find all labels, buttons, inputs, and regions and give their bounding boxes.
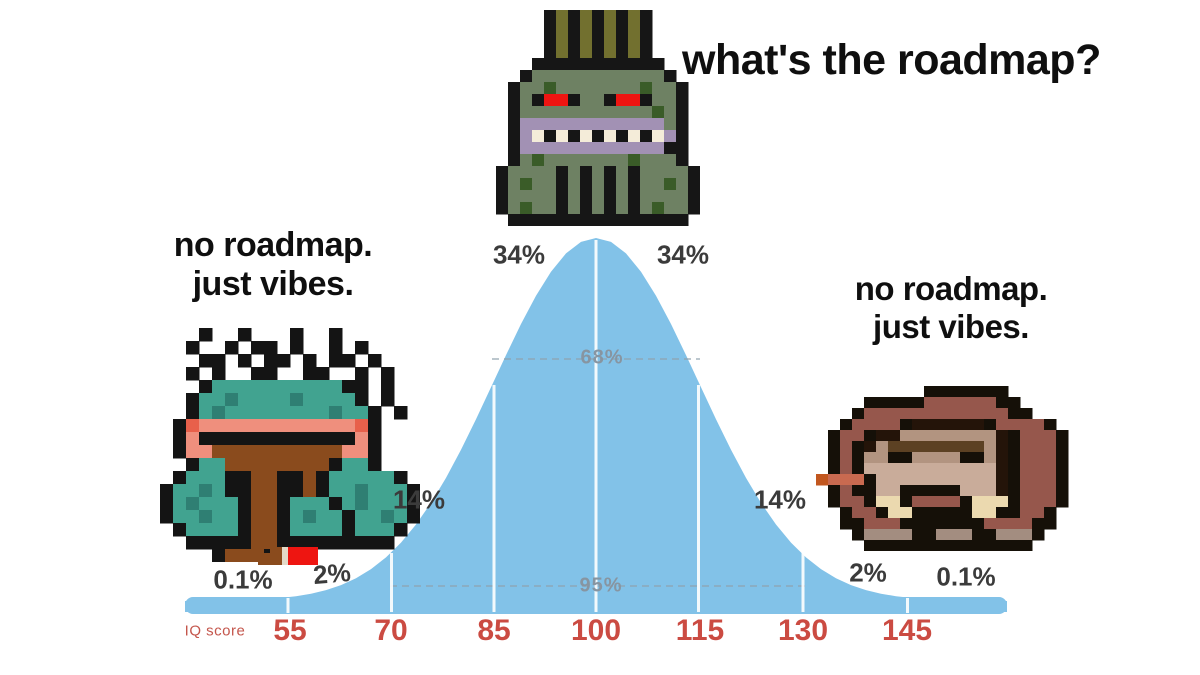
percent-label-2-left: 2% xyxy=(311,556,352,591)
caption-low-line1: no roadmap. xyxy=(173,226,373,264)
caption-high-line2: just vibes. xyxy=(873,308,1029,346)
caption-low-line2: just vibes. xyxy=(192,265,354,304)
percent-label-34-left: 34% xyxy=(492,239,546,270)
cigarette-image xyxy=(258,547,318,565)
percent-label-01-left: 0.1% xyxy=(213,564,273,595)
vibes-frog-image xyxy=(160,328,420,562)
axis-tick-130: 130 xyxy=(777,614,829,647)
caption-high-iq: no roadmap. just vibes. xyxy=(826,270,1076,347)
interval-label-68: 68% xyxy=(580,346,624,369)
percent-label-2-right: 2% xyxy=(849,557,887,588)
percent-label-14-right: 14% xyxy=(753,484,807,515)
caption-high-line1: no roadmap. xyxy=(854,270,1048,307)
midwit-frog-image xyxy=(496,10,700,226)
percent-label-01-right: 0.1% xyxy=(936,561,996,592)
axis-tick-70: 70 xyxy=(374,614,408,647)
percent-label-14-left: 14% xyxy=(392,484,446,515)
axis-tick-115: 115 xyxy=(675,614,725,647)
caption-low-iq: no roadmap. just vibes. xyxy=(150,226,396,305)
interval-label-95: 95% xyxy=(579,574,623,597)
percent-label-34-right: 34% xyxy=(656,239,710,270)
sage-frog-image xyxy=(816,386,1069,551)
axis-label-iq-score: IQ score xyxy=(184,622,246,640)
axis-tick-100: 100 xyxy=(570,614,622,647)
caption-average: what's the roadmap? xyxy=(682,36,1101,84)
axis-tick-55: 55 xyxy=(273,614,307,647)
axis-tick-85: 85 xyxy=(477,614,511,647)
axis-tick-145: 145 xyxy=(881,614,933,647)
